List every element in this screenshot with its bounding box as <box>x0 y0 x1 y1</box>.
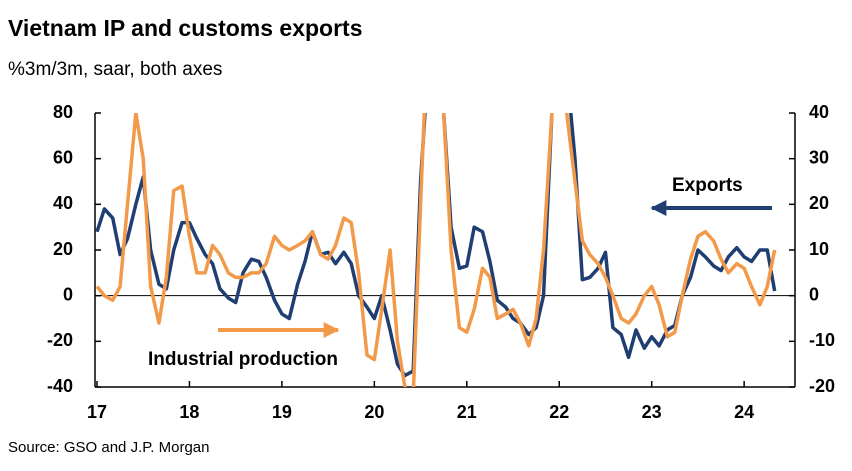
y-tick-label: 80 <box>53 102 73 122</box>
y-tick-label: -40 <box>47 376 73 396</box>
x-tick-label: 21 <box>457 402 477 422</box>
y2-tick-label: 0 <box>809 284 819 304</box>
x-tick-label: 20 <box>364 402 384 422</box>
x-tick-label: 24 <box>734 402 754 422</box>
x-tick-label: 17 <box>87 402 107 422</box>
exports-label: Exports <box>672 175 743 196</box>
x-tick-label: 22 <box>549 402 569 422</box>
x-tick-label: 23 <box>642 402 662 422</box>
y2-tick-label: 30 <box>809 147 829 167</box>
y-tick-label: -20 <box>47 330 73 350</box>
y-tick-label: 0 <box>63 284 73 304</box>
subtitle: %3m/3m, saar, both axes <box>8 59 222 80</box>
y2-tick-label: -20 <box>809 376 835 396</box>
y2-tick-label: 10 <box>809 239 829 259</box>
source: Source: GSO and J.P. Morgan <box>8 439 210 456</box>
y2-tick-label: 40 <box>809 102 829 122</box>
chart-title: Vietnam IP and customs exports <box>8 15 363 41</box>
ip-label: Industrial production <box>148 349 338 370</box>
series-line <box>95 113 777 387</box>
series-line <box>95 113 777 378</box>
y-tick-label: 60 <box>53 147 73 167</box>
y-tick-label: 20 <box>53 239 73 259</box>
y-tick-label: 40 <box>53 193 73 213</box>
x-tick-label: 18 <box>179 402 199 422</box>
y2-tick-label: 20 <box>809 193 829 213</box>
x-tick-label: 19 <box>272 402 292 422</box>
y2-tick-label: -10 <box>809 330 835 350</box>
